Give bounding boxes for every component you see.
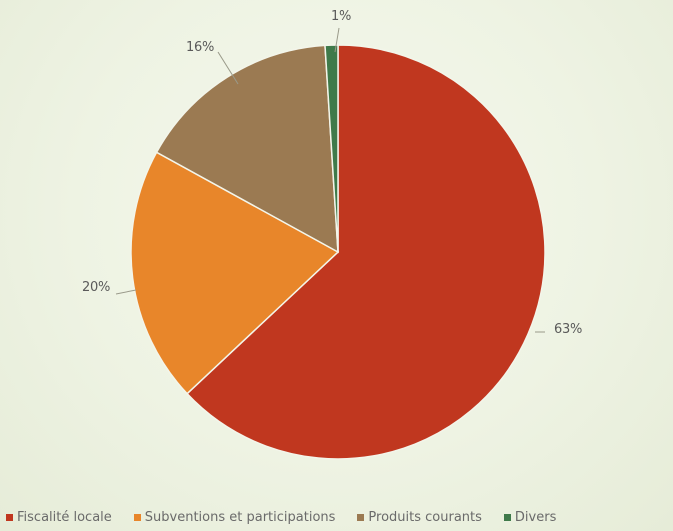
legend-label-produits: Produits courants: [368, 510, 482, 525]
pie-slice-produits: [155, 44, 339, 254]
leader-line-produits: [217, 51, 239, 85]
data-label-divers: 1%: [331, 9, 351, 24]
data-label-subventions: 20%: [82, 280, 110, 295]
leader-line-divers: [334, 27, 340, 53]
legend-label-subventions: Subventions et participations: [144, 510, 336, 525]
legend-swatch-subventions: [133, 514, 141, 521]
legend-item-divers: Divers: [503, 510, 557, 525]
data-label-produits: 16%: [186, 40, 214, 55]
pie-slice-divers: [324, 44, 339, 253]
legend: Fiscalité locale Subventions et particip…: [6, 510, 673, 525]
leader-line-subventions: [115, 289, 137, 295]
legend-item-subventions: Subventions et participations: [133, 510, 336, 525]
legend-label-divers: Divers: [514, 510, 557, 525]
legend-swatch-produits: [357, 514, 365, 521]
data-label-fiscalite: 63%: [554, 322, 582, 337]
pie-slice-subventions: [130, 151, 340, 395]
legend-item-produits: Produits courants: [357, 510, 482, 525]
pie-slice-fiscalite: [186, 44, 546, 460]
legend-swatch-divers: [503, 514, 511, 521]
legend-item-fiscalite: Fiscalité locale: [6, 510, 112, 525]
legend-label-fiscalite: Fiscalité locale: [17, 510, 112, 525]
legend-swatch-fiscalite: [6, 514, 13, 521]
